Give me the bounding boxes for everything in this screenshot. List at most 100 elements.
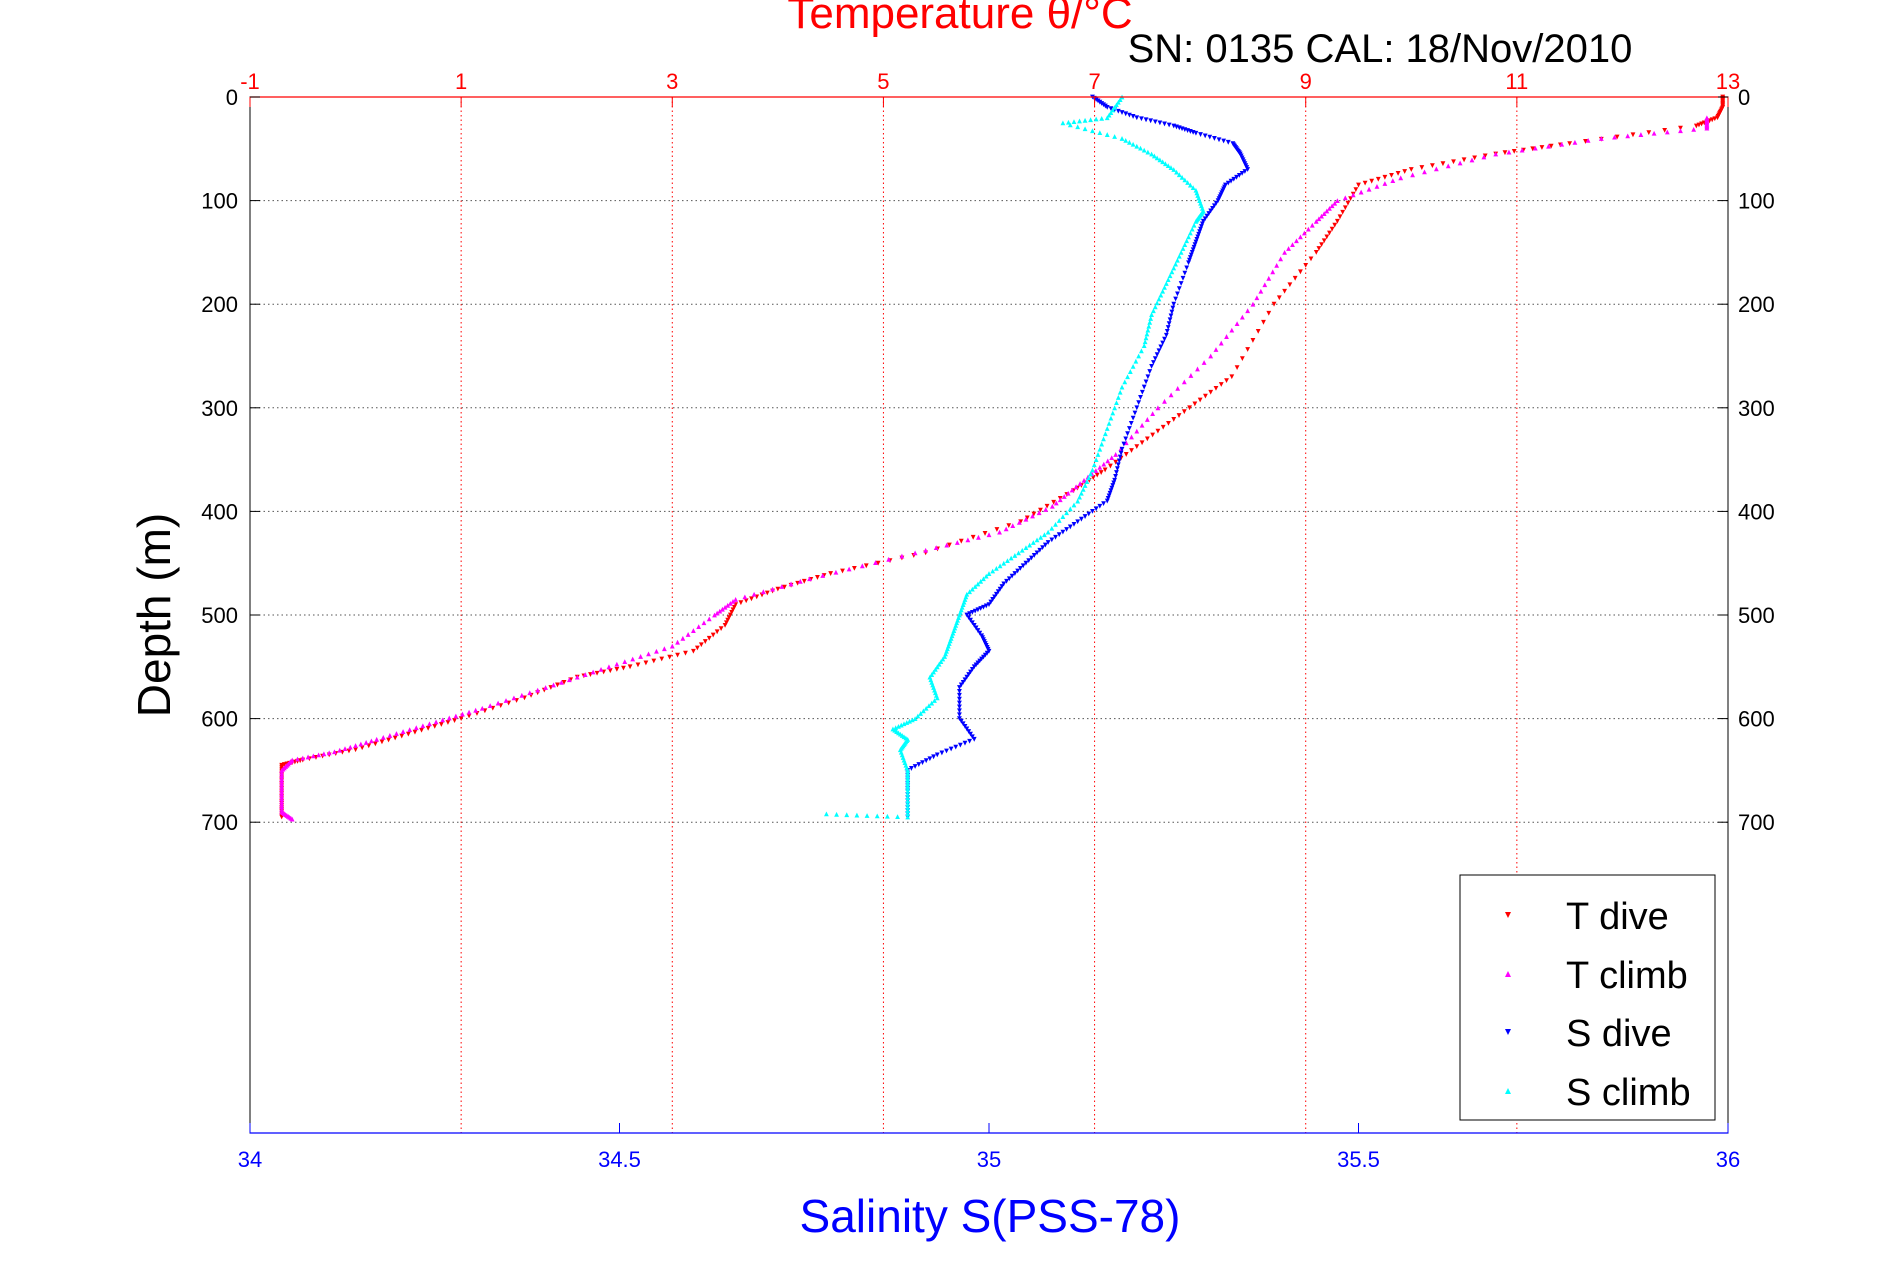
data-point [978,606,984,611]
tick-label-right: 700 [1738,810,1775,835]
data-point [1165,163,1171,169]
legend-label-t-dive: T dive [1566,896,1669,938]
data-point [988,599,994,605]
data-point [905,768,911,773]
data-point [1105,496,1111,501]
data-point [1493,151,1499,157]
data-point [934,752,940,758]
data-point [1187,182,1193,188]
data-point [1168,165,1174,170]
data-point [986,602,992,608]
data-point [1071,119,1077,125]
tick-label-top: -1 [240,69,260,94]
data-point [1117,389,1123,395]
data-point [622,659,628,665]
data-point [1287,282,1293,288]
data-point [1321,211,1327,216]
data-point [1148,316,1154,321]
data-point [1091,462,1097,468]
data-point [933,545,939,551]
data-point [1303,262,1309,268]
data-point [1138,145,1143,151]
data-point [1175,257,1180,263]
data-point [864,813,870,818]
data-point [934,664,940,670]
data-point [279,768,285,773]
data-point [1036,510,1042,516]
data-point [905,814,911,820]
data-point [1646,130,1652,136]
data-point [1006,523,1012,529]
data-point [1164,328,1170,334]
data-point [1292,275,1298,281]
data-point [1255,328,1261,334]
data-point [1316,246,1322,251]
data-point [353,747,358,753]
data-point [400,729,406,734]
data-point [1156,296,1162,302]
data-point [957,708,962,714]
data-point [1118,450,1124,456]
data-point [1160,159,1166,165]
data-point [1321,238,1327,244]
data-point [983,603,989,609]
data-point [931,669,936,675]
tick-label-top: 9 [1300,69,1312,94]
data-point [714,629,720,635]
data-point [1202,133,1208,139]
data-point [369,738,374,744]
data-point [1027,542,1033,548]
data-point [1239,171,1245,176]
data-point [305,754,311,760]
data-point [1125,431,1130,437]
data-point [846,566,852,572]
data-point [691,628,696,633]
data-point [775,586,781,592]
tick-label-bottom: 35 [977,1147,1001,1172]
data-point [1078,516,1084,522]
data-point [1332,222,1338,228]
data-point [1145,149,1151,155]
data-point [1213,347,1219,352]
data-point [1234,174,1239,180]
data-point [939,750,945,756]
data-point [1132,410,1138,416]
data-point [1090,467,1095,473]
data-point [1180,275,1186,281]
data-point [1064,527,1069,532]
tick-label-right: 100 [1738,189,1775,214]
data-point [1134,115,1140,121]
data-point [1225,180,1231,186]
data-point [701,620,707,626]
data-point [1112,134,1118,139]
data-point [727,600,733,606]
data-point [279,773,285,778]
data-point [527,690,533,696]
data-point [1208,353,1214,359]
data-point [1112,405,1118,411]
data-point [1107,490,1113,496]
data-point [386,737,391,743]
legend-marker [1505,971,1511,977]
data-point [1165,325,1171,330]
data-point [712,612,717,618]
data-point [905,811,911,817]
data-point [730,599,736,604]
data-point [614,661,620,667]
data-point [1181,379,1187,385]
data-point [1614,134,1620,140]
data-point [921,708,926,714]
data-point [363,740,369,745]
data-point [1114,470,1119,475]
data-point [1345,200,1351,206]
data-point [909,717,915,723]
data-point [1066,119,1071,125]
data-point [833,569,839,575]
data-point [1026,558,1032,564]
data-point [1108,106,1114,112]
data-point [1190,247,1196,253]
data-point [1130,114,1136,119]
data-point [1141,147,1147,153]
data-point [675,639,680,645]
data-point [1102,467,1108,473]
